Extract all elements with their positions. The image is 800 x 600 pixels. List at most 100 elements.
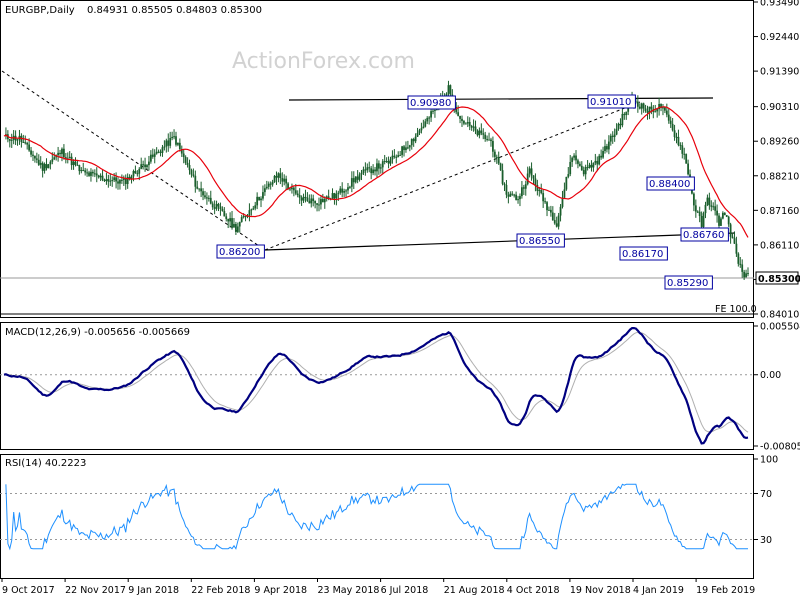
candle-body [350, 178, 353, 187]
candle-body [379, 167, 382, 169]
candle-body [289, 188, 291, 190]
candle-body [136, 173, 139, 175]
candle-body [393, 155, 396, 157]
candle-body [708, 197, 711, 206]
candle-body [320, 199, 322, 205]
candle-body [358, 174, 361, 180]
candle-body [455, 106, 458, 113]
date-tick-label: 23 May 2018 [318, 585, 380, 596]
candle-body [124, 178, 127, 185]
candle-body [16, 139, 19, 141]
candle-body [86, 172, 88, 174]
candle-body [207, 197, 210, 199]
candle-body [107, 179, 110, 182]
rsi-tick-label: 70 [760, 489, 772, 500]
candle-body [739, 263, 742, 265]
candle-body [414, 136, 417, 142]
candle-body [84, 170, 87, 173]
candle-body [362, 169, 365, 173]
candle-body [35, 158, 38, 160]
candle-body [263, 188, 266, 193]
candle-body [209, 197, 212, 204]
candle-body [192, 174, 195, 176]
candle-body [262, 192, 264, 199]
candle-body [721, 212, 724, 219]
candle-body [704, 204, 707, 214]
candle-body [573, 155, 575, 158]
candle-body [78, 165, 81, 172]
candle-body [190, 170, 193, 175]
candle-body [544, 201, 546, 203]
candle-body [109, 180, 112, 182]
candle-body [381, 161, 384, 168]
candle-body [57, 152, 60, 156]
candle-body [283, 178, 286, 182]
candle-body [117, 181, 119, 184]
candle-body [101, 175, 104, 180]
candle-body [700, 216, 703, 227]
price-tick-label: 0.88210 [760, 171, 799, 182]
candle-body [198, 188, 201, 190]
candle-body [635, 101, 637, 103]
candle-body [88, 172, 90, 176]
candle-body [563, 189, 566, 198]
candle-body [673, 130, 676, 137]
candle-body [656, 109, 659, 112]
candle-body [294, 190, 297, 194]
macd-panel-frame [0, 322, 754, 450]
candle-body [492, 141, 494, 152]
candle-body [28, 144, 31, 151]
candle-body [530, 168, 533, 176]
candle-body [223, 210, 226, 217]
candle-body [347, 187, 349, 191]
candle-body [167, 140, 170, 146]
candle-body [447, 85, 450, 94]
candle-body [45, 164, 48, 169]
candle-body [97, 175, 100, 178]
candle-body [24, 142, 27, 144]
candle-body [716, 210, 718, 216]
macd-tick-label: 0.005504 [760, 322, 800, 333]
candle-body [731, 236, 734, 239]
candle-body [696, 211, 699, 213]
rsi-tick-label: 100 [760, 455, 778, 466]
trendlines [0, 70, 754, 315]
candle-body [424, 121, 427, 127]
candle-body [70, 156, 73, 166]
candle-body [105, 179, 108, 182]
candle-body [675, 136, 678, 138]
date-tick-label: 6 Jul 2018 [381, 585, 429, 596]
candle-body [482, 133, 485, 135]
candle-body [103, 179, 106, 182]
candle-body [727, 216, 730, 225]
candle-body [302, 196, 305, 201]
candle-body [644, 108, 647, 111]
candle-body [484, 134, 487, 139]
symbol-title: EURGBP,Daily [5, 5, 75, 16]
candle-body [93, 173, 96, 175]
candle-body [352, 178, 355, 183]
candle-body [607, 141, 610, 150]
candle-body [277, 173, 280, 178]
candle-body [662, 107, 664, 109]
candle-body [619, 123, 622, 126]
candle-body [685, 154, 688, 164]
candle-body [515, 194, 518, 200]
candle-body [182, 153, 185, 158]
candle-body [524, 184, 527, 189]
candle-body [592, 162, 595, 168]
candle-body [546, 202, 548, 211]
price-tick-label: 0.93490 [760, 0, 799, 9]
candle-body [588, 164, 591, 168]
candle-body [331, 193, 334, 200]
candle-body [549, 209, 552, 213]
candle-body [426, 118, 429, 122]
candle-body [557, 215, 560, 227]
candle-body [374, 169, 376, 172]
candle-body [120, 179, 123, 181]
candle-body [596, 160, 599, 165]
candle-body [59, 152, 61, 155]
candle-body [32, 154, 34, 156]
candle-body [366, 167, 369, 171]
